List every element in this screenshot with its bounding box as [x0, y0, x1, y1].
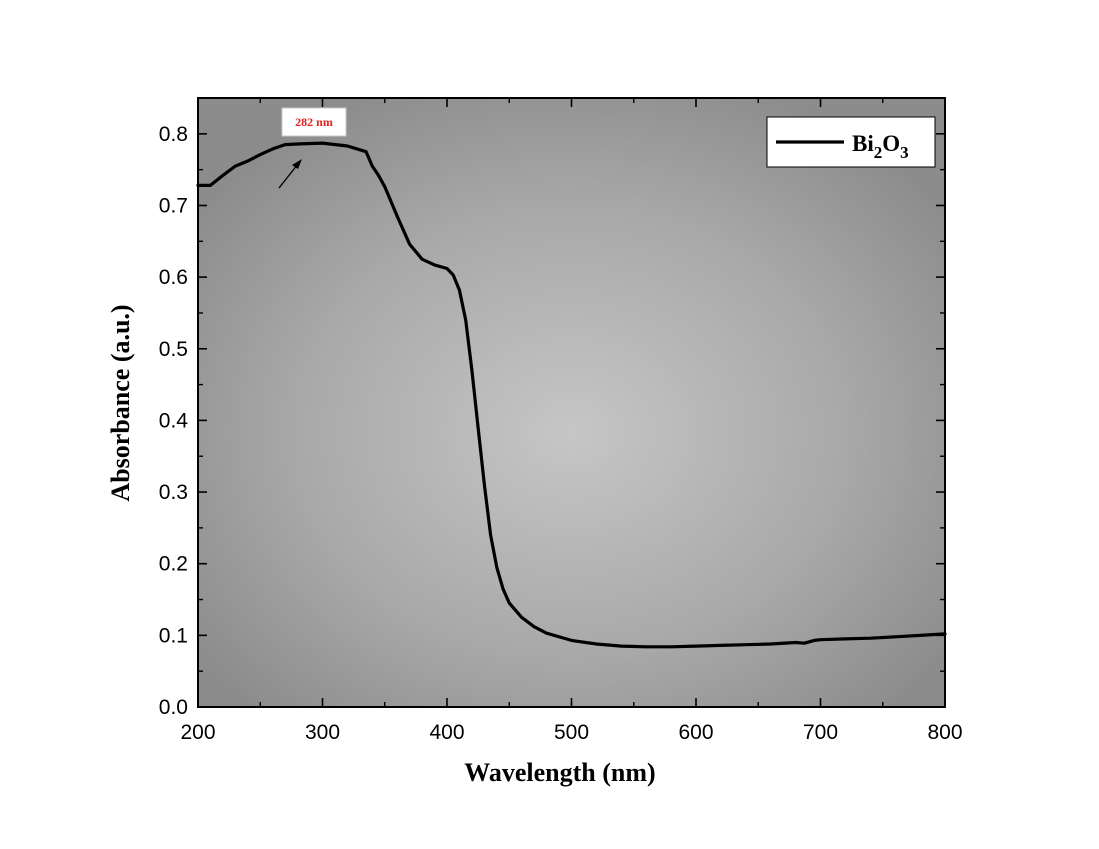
peak-annotation-label: 282 nm: [295, 115, 333, 129]
x-tick-label-300: 300: [305, 721, 340, 744]
axis-tick-labels: 200 300 400 500 600 700 800 0.0 0.1 0.2 0.3 0.4 0.5 0…: [159, 123, 963, 744]
peak-annotation-arrowhead: [292, 159, 302, 169]
legend-label-part-o: O: [882, 131, 900, 156]
x-tick-label-400: 400: [429, 721, 464, 744]
x-tick-label-700: 700: [803, 721, 838, 744]
y-tick-label-0.6: 0.6: [159, 266, 188, 289]
y-tick-label-0.2: 0.2: [159, 553, 188, 576]
y-tick-label-0.4: 0.4: [159, 409, 189, 432]
legend-label-bi2o3: Bi2O3: [852, 131, 909, 162]
plot-frame: [197, 97, 946, 708]
x-tick-label-600: 600: [678, 721, 713, 744]
x-axis-title: Wavelength (nm): [464, 758, 655, 787]
y-tick-label-0.1: 0.1: [159, 624, 188, 647]
y-tick-label-0.7: 0.7: [159, 194, 188, 217]
peak-annotation: 282 nm: [278, 107, 347, 189]
plot-area: [198, 98, 945, 707]
y-tick-label-0.5: 0.5: [159, 338, 188, 361]
peak-annotation-box: [281, 107, 347, 137]
y-tick-label-0.8: 0.8: [159, 123, 188, 146]
y-tick-label-0.3: 0.3: [159, 481, 188, 504]
x-tick-label-800: 800: [927, 721, 962, 744]
series-line-bi2o3: [196, 141, 947, 649]
x-tick-label-500: 500: [554, 721, 589, 744]
legend-label-part-bi: Bi: [852, 131, 874, 156]
x-tick-label-200: 200: [180, 721, 215, 744]
y-tick-label-0: 0.0: [159, 696, 188, 719]
legend-label-sub-2: 2: [874, 143, 883, 162]
legend-label-sub-3: 3: [900, 143, 909, 162]
y-axis-title: Absorbance (a.u.): [106, 304, 135, 501]
peak-annotation-arrow: [278, 163, 299, 189]
legend: Bi2O3: [766, 116, 936, 168]
